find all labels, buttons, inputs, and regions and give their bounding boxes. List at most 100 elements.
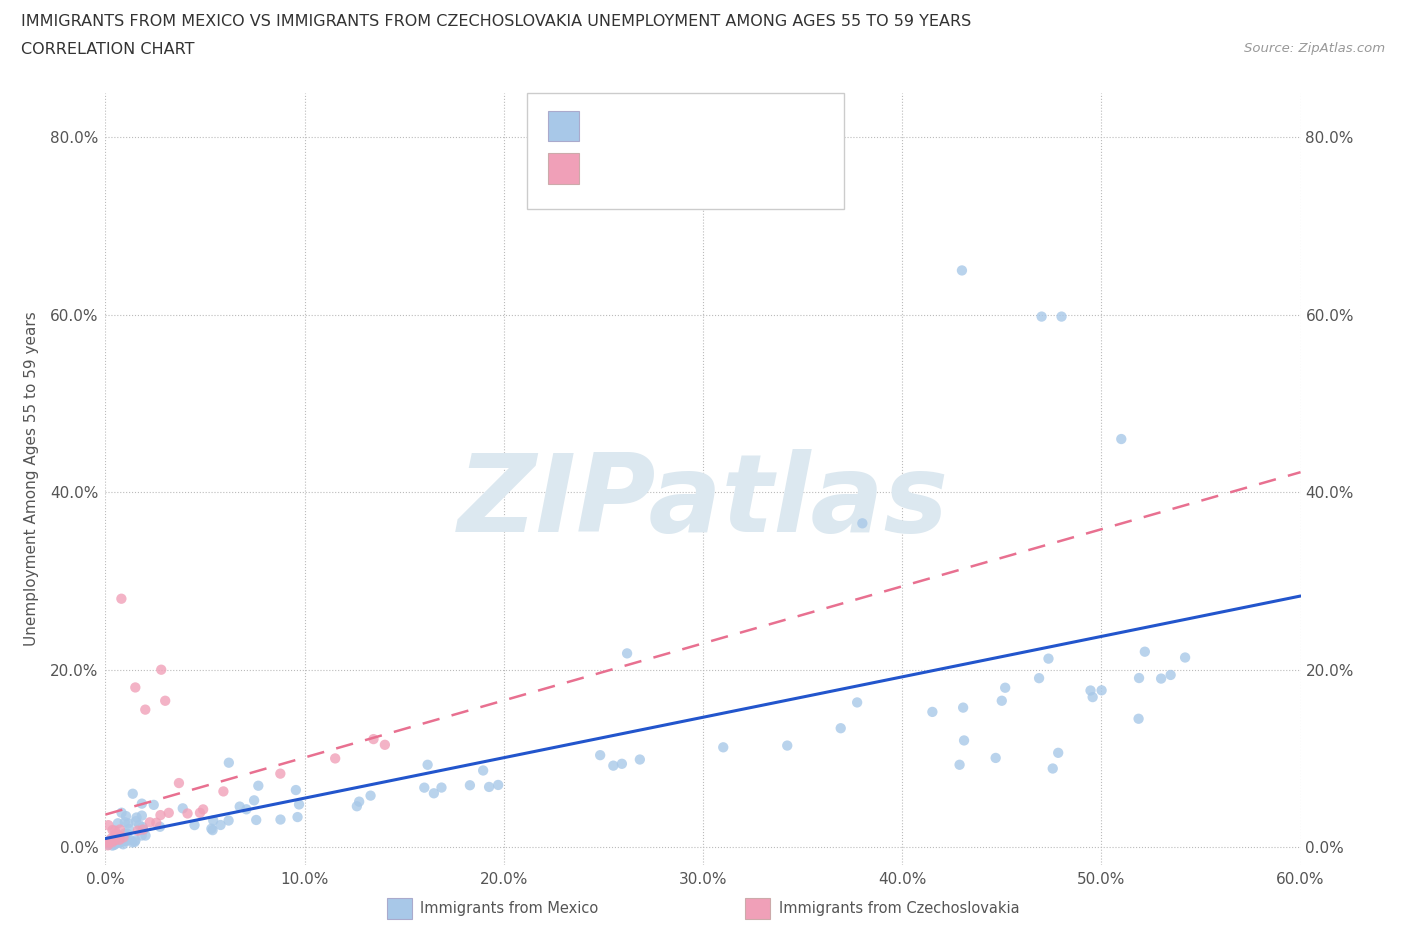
Point [97,838,120,853]
Point [118,821,141,836]
Point [172,801,194,816]
Point [1050,309,1073,324]
Point [243,793,266,808]
Point [121,786,143,801]
Text: 100: 100 [720,116,755,135]
Text: Immigrants from Mexico: Immigrants from Mexico [420,901,599,916]
Point [458,777,481,792]
Point [346,799,368,814]
Point [1133,644,1156,659]
Point [413,780,436,795]
Point [846,695,869,710]
Point [153,694,177,709]
Point [101,835,124,850]
Point [284,783,307,798]
Point [602,758,624,773]
Point [167,776,190,790]
Point [104,827,127,842]
Text: 0.427: 0.427 [623,160,676,179]
Point [363,732,385,747]
Point [235,802,257,817]
Point [101,832,124,847]
Point [287,810,309,825]
Point [117,816,139,830]
Point [97,835,120,850]
Point [100,831,122,846]
Point [1080,683,1102,698]
Point [124,680,146,695]
Point [952,700,974,715]
Point [114,832,136,847]
Point [107,829,129,844]
Point [108,835,131,850]
Point [112,837,135,852]
Point [139,815,162,830]
Point [269,766,291,781]
Point [416,757,439,772]
Point [202,813,225,828]
Point [1042,761,1064,776]
Point [104,836,127,851]
Point [120,832,142,847]
Point [472,763,495,777]
Point [114,833,136,848]
Text: 37: 37 [720,160,744,179]
Point [98,834,121,849]
Point [191,802,214,817]
Text: N =: N = [686,116,723,135]
Point [103,838,125,853]
Point [486,777,509,792]
Point [183,817,205,832]
Point [127,823,149,838]
Point [616,646,638,661]
Point [110,591,132,606]
Point [360,789,382,804]
Point [124,833,146,848]
Point [105,835,128,850]
Point [131,808,153,823]
Point [107,816,129,830]
Point [114,826,136,841]
Text: ZIPatlas: ZIPatlas [457,449,949,555]
Text: 0.618: 0.618 [623,116,675,135]
Point [145,816,167,830]
Point [201,823,224,838]
Point [132,822,155,837]
Point [269,812,291,827]
Point [776,738,799,753]
Point [711,740,734,755]
Point [134,828,156,843]
Point [132,822,155,837]
Point [323,751,346,766]
Point [125,810,148,825]
Point [994,680,1017,695]
Point [984,751,1007,765]
Point [245,813,267,828]
Point [188,805,211,820]
Point [851,516,873,531]
Point [209,817,232,832]
Point [104,823,127,838]
Text: Source: ZipAtlas.com: Source: ZipAtlas.com [1244,42,1385,55]
Text: R =: R = [591,160,627,179]
Point [1028,671,1050,685]
Point [121,835,143,850]
Point [218,813,240,828]
Point [589,748,612,763]
Point [107,828,129,843]
Point [423,786,446,801]
Point [104,836,127,851]
Point [112,830,135,844]
Point [110,835,132,850]
Point [149,807,172,822]
Point [921,704,943,719]
Point [990,694,1012,709]
Point [953,733,976,748]
Point [430,780,453,795]
Point [131,828,153,843]
Point [128,817,150,832]
Point [1091,683,1114,698]
Point [247,778,270,793]
Point [288,797,311,812]
Point [1174,650,1197,665]
